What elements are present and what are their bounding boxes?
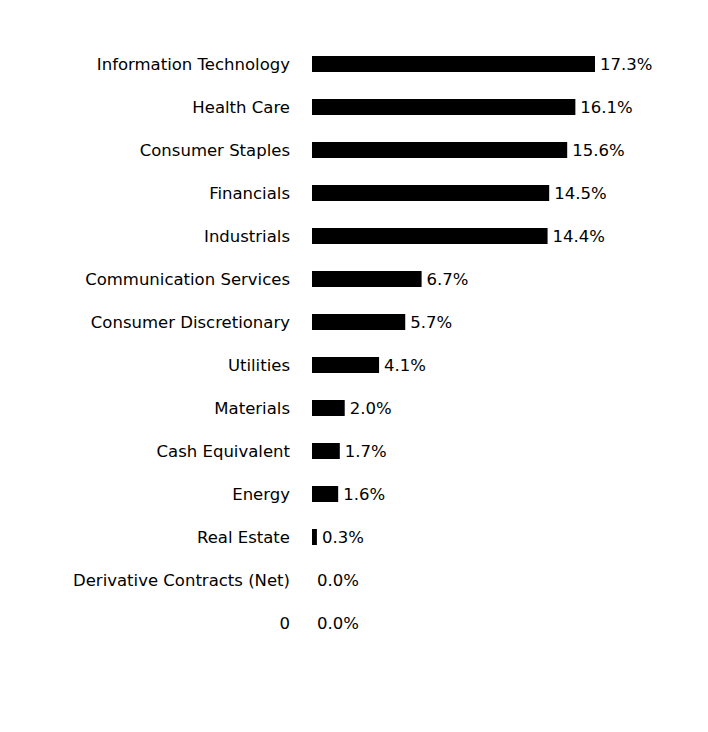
category-label: Energy [232, 485, 290, 504]
data-label: 2.0% [350, 399, 392, 418]
category-label: Real Estate [197, 528, 290, 547]
data-label: 0.3% [322, 528, 364, 547]
category-label: Information Technology [97, 55, 290, 74]
data-label: 0.0% [317, 614, 359, 633]
chart: Information Technology 17.3% Health Care 16… [0, 0, 708, 732]
category-label: Industrials [204, 227, 290, 246]
data-label: 0.0% [317, 571, 359, 590]
data-label: 5.7% [410, 313, 452, 332]
category-label: Derivative Contracts (Net) [73, 571, 290, 590]
category-label: Utilities [228, 356, 290, 375]
category-label: Communication Services [85, 270, 290, 289]
category-label: 0 [280, 614, 291, 633]
bar [312, 56, 595, 72]
bar [312, 228, 548, 244]
bar [312, 357, 379, 373]
data-label: 14.5% [554, 184, 606, 203]
data-label: 4.1% [384, 356, 426, 375]
bar [312, 99, 575, 115]
data-label: 16.1% [580, 98, 632, 117]
bar [312, 529, 317, 545]
bar [312, 314, 405, 330]
data-label: 1.7% [345, 442, 387, 461]
category-label: Consumer Discretionary [91, 313, 290, 332]
bar [312, 142, 567, 158]
data-label: 1.6% [343, 485, 385, 504]
category-label: Materials [214, 399, 290, 418]
category-label: Cash Equivalent [157, 442, 291, 461]
data-label: 6.7% [427, 270, 469, 289]
bars [312, 56, 595, 545]
category-label: Consumer Staples [140, 141, 290, 160]
data-label: 15.6% [572, 141, 624, 160]
data-label: 17.3% [600, 55, 652, 74]
bar [312, 443, 340, 459]
data-label: 14.4% [553, 227, 605, 246]
bar [312, 271, 422, 287]
bar [312, 486, 338, 502]
category-label: Health Care [192, 98, 290, 117]
bar [312, 572, 313, 588]
category-label: Financials [209, 184, 290, 203]
bar [312, 400, 345, 416]
bar [312, 185, 549, 201]
bar [312, 615, 313, 631]
